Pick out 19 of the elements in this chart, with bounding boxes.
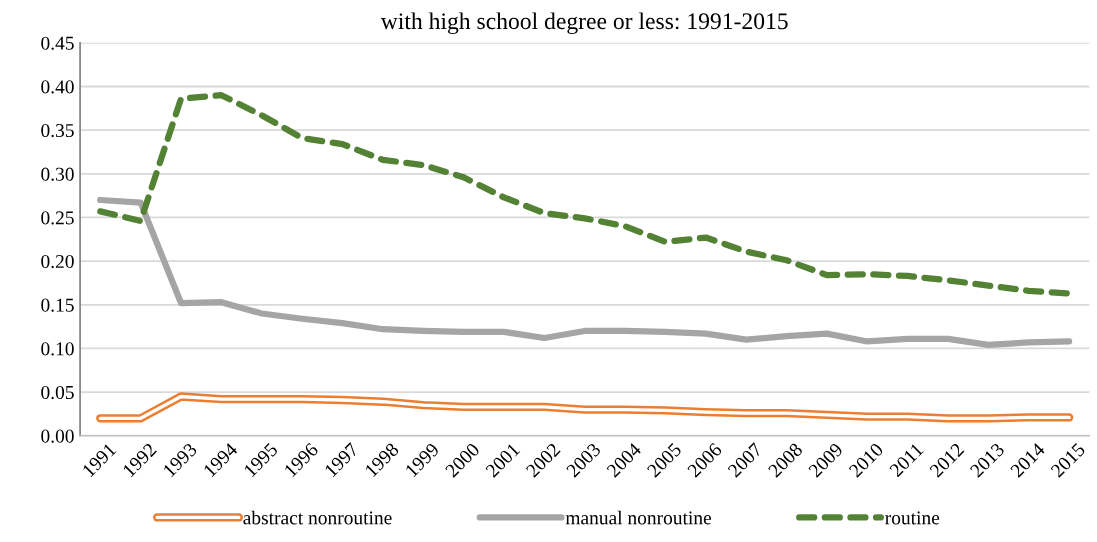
y-tick-label: 0.00 <box>41 429 74 443</box>
y-tick-label: 0.25 <box>41 211 74 225</box>
x-tick-label: 1999 <box>404 442 440 478</box>
x-tick-label: 1991 <box>81 442 117 478</box>
x-tick-label: 2011 <box>888 442 924 478</box>
chart-title: with high school degree or less: 1991-2015 <box>380 12 788 35</box>
legend-label: abstract nonroutine <box>243 510 392 525</box>
y-tick-label: 0.20 <box>41 254 74 269</box>
legend-label: manual nonroutine <box>565 510 712 525</box>
y-tick-label: 0.40 <box>41 80 74 94</box>
legend-label: routine <box>885 511 940 525</box>
y-tick-label: 0.45 <box>41 36 74 50</box>
y-tick-label: 0.05 <box>41 385 74 400</box>
x-tick-label: 1992 <box>122 442 158 478</box>
y-tick-label: 0.10 <box>41 342 74 356</box>
x-tick-label: 1993 <box>162 442 198 478</box>
y-tick-label: 0.15 <box>41 298 74 312</box>
y-tick-label: 0.35 <box>41 123 74 138</box>
y-tick-label: 0.30 <box>41 167 74 181</box>
